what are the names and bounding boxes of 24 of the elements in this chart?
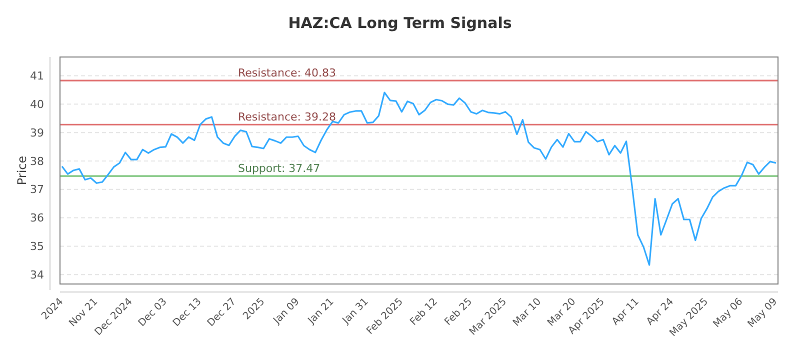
- x-tick-label: Dec 13: [171, 296, 204, 330]
- ref-line-label: Resistance: 40.83: [238, 66, 336, 80]
- x-tick-label: Jan 09: [271, 296, 302, 327]
- y-tick-label: 39: [30, 126, 44, 140]
- y-tick-label: 40: [30, 98, 44, 112]
- ref-line-label: Resistance: 39.28: [238, 110, 336, 124]
- y-axis-title: Price: [15, 156, 30, 186]
- x-tick-label: Dec 03: [136, 296, 170, 330]
- y-tick-label: 36: [30, 212, 44, 225]
- y-tick-label: 41: [30, 70, 44, 83]
- x-tick-label: Mar 10: [511, 296, 544, 329]
- y-tick-label: 37: [30, 183, 44, 196]
- line-series: [61, 92, 777, 266]
- ref-line-label: Support: 37.47: [238, 162, 320, 176]
- y-tick-label: 34: [30, 268, 44, 282]
- x-tick-label: Jan 31: [340, 296, 371, 327]
- x-tick-label: Feb 12: [408, 296, 440, 328]
- x-tick-label: Dec 27: [206, 296, 238, 330]
- x-tick-label: Jan 21: [306, 296, 336, 327]
- chart-title: HAZ:CA Long Term Signals: [288, 14, 512, 32]
- y-tick-label: 38: [30, 154, 44, 168]
- x-tick-label: Apr 11: [610, 296, 642, 328]
- x-tick-label: Apr 24: [644, 296, 676, 328]
- y-tick-label: 35: [30, 240, 44, 254]
